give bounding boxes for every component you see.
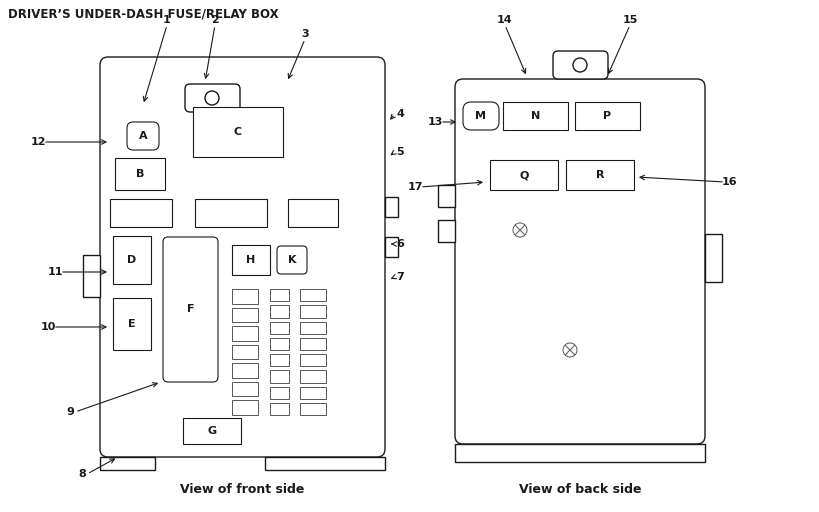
Text: 1: 1 [163,15,170,25]
Text: G: G [207,426,216,436]
Bar [300,338,326,350]
Text: 10: 10 [40,322,56,332]
Text: DRIVER’S UNDER-DASH FUSE/RELAY BOX: DRIVER’S UNDER-DASH FUSE/RELAY BOX [8,7,278,20]
FancyBboxPatch shape [455,79,704,444]
Text: 2: 2 [210,15,219,25]
Bar [232,345,258,359]
Text: 3: 3 [301,29,309,39]
Text: View of back side: View of back side [518,483,640,497]
Text: E: E [128,319,136,329]
Text: 6: 6 [396,239,404,249]
Bar [115,158,165,190]
Text: 17: 17 [407,182,423,192]
Bar [300,387,326,399]
Bar [83,255,100,297]
Bar [704,234,721,282]
Text: F: F [187,305,194,314]
FancyBboxPatch shape [163,237,218,382]
Bar [269,289,288,301]
FancyBboxPatch shape [277,246,306,274]
Bar [565,160,633,190]
Bar [269,354,288,366]
Text: N: N [530,111,540,121]
Bar [437,185,455,207]
Bar [232,245,269,275]
Bar [269,370,288,382]
Text: 7: 7 [396,272,404,282]
Bar [265,457,385,470]
Bar [300,322,326,334]
Bar [183,418,241,444]
Text: M: M [475,111,486,121]
Bar [269,403,288,415]
Bar [502,102,568,130]
Text: 11: 11 [48,267,63,277]
Text: 5: 5 [396,147,403,157]
Bar [574,102,639,130]
Text: 4: 4 [396,109,404,119]
Bar [232,308,258,322]
Bar [300,289,326,301]
Bar [100,457,155,470]
Bar [110,199,172,227]
FancyBboxPatch shape [463,102,499,130]
Text: A: A [138,131,147,141]
Bar [269,305,288,317]
Text: H: H [246,255,256,265]
Text: 16: 16 [722,177,737,187]
Bar [232,382,258,396]
FancyBboxPatch shape [127,122,159,150]
Bar [232,400,258,415]
Bar [232,289,258,304]
Bar [287,199,337,227]
Bar [300,354,326,366]
Text: K: K [287,255,296,265]
Bar [300,305,326,317]
FancyBboxPatch shape [552,51,607,79]
Bar [300,403,326,415]
Bar [113,298,151,350]
Text: D: D [127,255,137,265]
Text: 15: 15 [622,15,637,25]
Bar [269,338,288,350]
FancyBboxPatch shape [185,84,240,112]
Bar [195,199,267,227]
Text: View of front side: View of front side [180,483,305,497]
FancyBboxPatch shape [100,57,385,457]
Bar [455,444,704,462]
Bar [385,197,397,217]
Text: R: R [595,170,604,180]
Bar [232,326,258,340]
Bar [490,160,557,190]
Text: 13: 13 [427,117,442,127]
Text: Q: Q [518,170,528,180]
Bar [437,220,455,242]
Text: 14: 14 [496,15,512,25]
Bar [113,236,151,284]
Text: P: P [603,111,611,121]
Bar [385,237,397,257]
Bar [232,364,258,378]
Bar [269,387,288,399]
Bar [269,322,288,334]
Text: 9: 9 [66,407,74,417]
Text: 8: 8 [78,469,86,479]
Bar [300,370,326,382]
Text: B: B [136,169,144,179]
Text: C: C [233,127,242,137]
Text: 12: 12 [30,137,46,147]
Bar [192,107,283,157]
